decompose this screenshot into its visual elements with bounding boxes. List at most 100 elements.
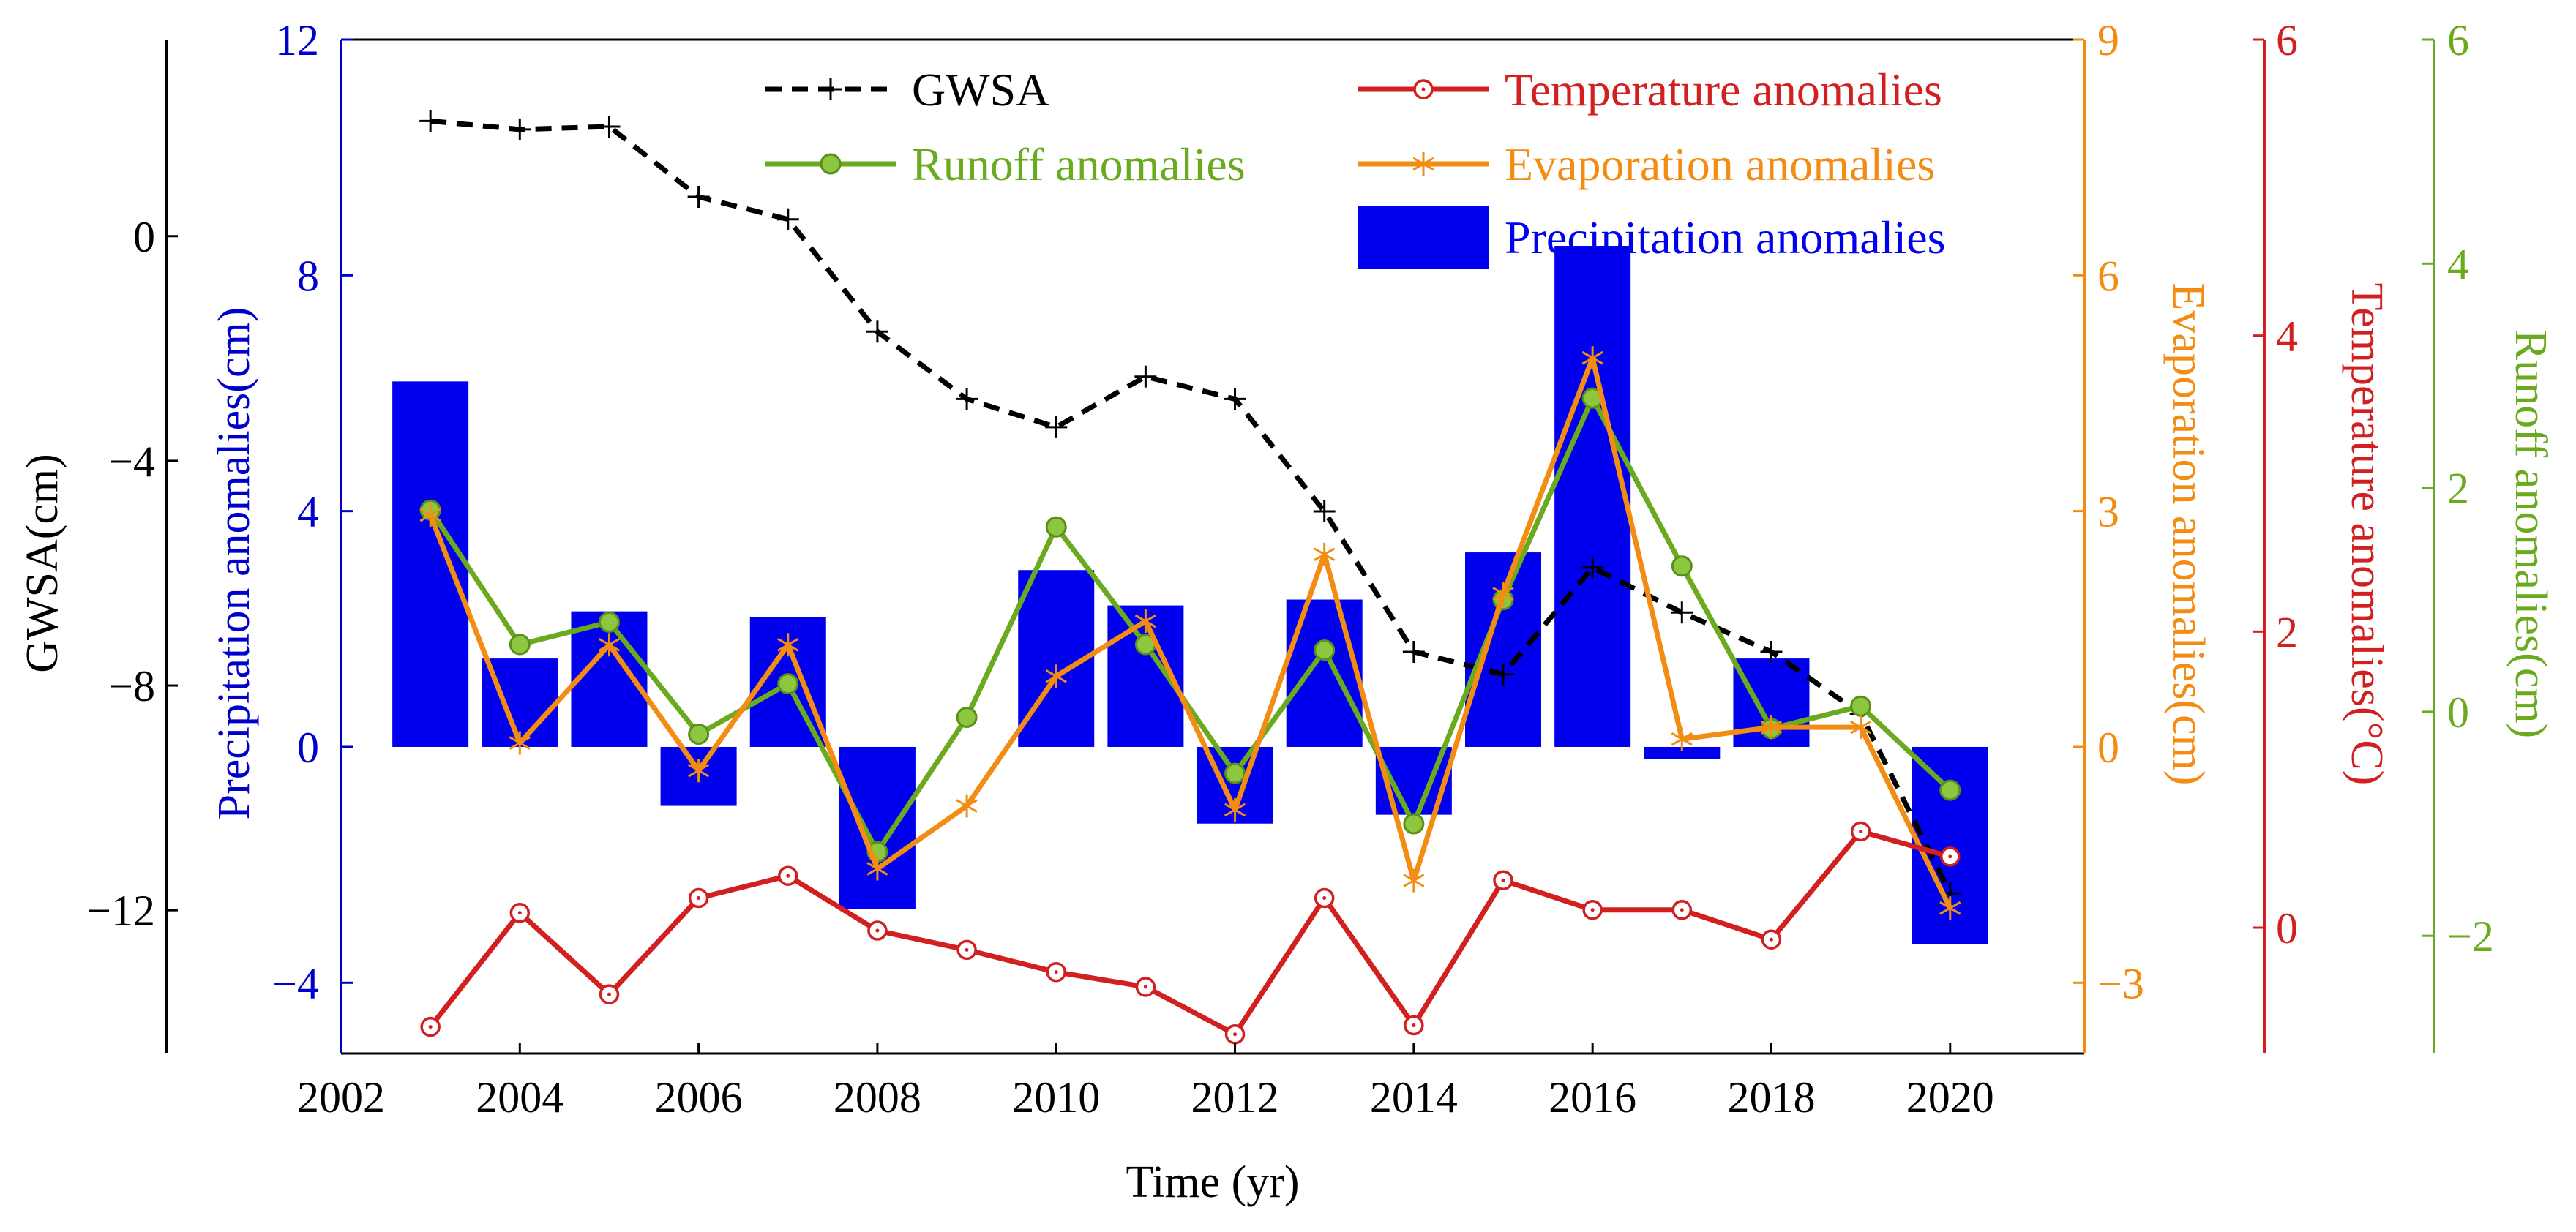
temperature-anomalies-point-2010-center — [1054, 970, 1058, 974]
runoff-anomalies-series — [419, 387, 1961, 863]
runoff-anomalies-point-2017 — [1671, 555, 1693, 577]
temp-tick-label-0: 6 — [2276, 16, 2298, 64]
precip-bar-2016 — [1554, 246, 1631, 747]
legend-marker-runoff-anomalies — [820, 153, 842, 175]
legend: GWSA Temperature anomalies Runoff anomalie… — [765, 64, 1946, 269]
evap-tick-label-4: −3 — [2097, 959, 2144, 1007]
legend-item-temperature-anomalies: Temperature anomalies — [1358, 64, 1942, 116]
x-tick-label-2016: 2016 — [1549, 1073, 1636, 1122]
evaporation-anomalies-point-2003 — [419, 503, 441, 527]
legend-marker-gwsa — [820, 78, 842, 100]
precip-tick-label-4: −4 — [272, 959, 319, 1007]
legend-marker-evaporation-anomalies — [1412, 152, 1434, 176]
evaporation-anomalies-point-2009-arm — [956, 799, 978, 813]
evap-tick-label-2: 3 — [2097, 488, 2119, 536]
evaporation-anomalies-point-2017-arm — [1671, 732, 1693, 746]
evaporation-anomalies-point-2016 — [1581, 346, 1603, 370]
evaporation-anomalies-point-2006 — [688, 759, 710, 783]
gwsa-point-2012 — [1224, 388, 1246, 410]
runoff-anomalies-point-2007 — [777, 673, 799, 695]
x-tick-label-2006: 2006 — [655, 1073, 743, 1122]
x-tick-label-2014: 2014 — [1370, 1073, 1458, 1122]
evaporation-anomalies-point-2019 — [1850, 715, 1872, 740]
runoff-anomalies-point-2014 — [1403, 813, 1425, 835]
precip-bar-2003 — [392, 381, 469, 747]
evaporation-anomalies-line — [427, 355, 1952, 909]
evaporation-anomalies-point-2020-arm — [1939, 901, 1961, 915]
axes: 2002 2004 2006 2008 2010 2012 2014 2016 2018 2020… — [18, 16, 2556, 1207]
legend-item-gwsa: GWSA — [765, 64, 1049, 116]
legend-item-runoff-anomalies: Runoff anomalies — [765, 138, 1246, 190]
temperature-anomalies-point-2006-center — [697, 896, 701, 901]
runoff-anomalies-line — [428, 395, 1952, 854]
temperature-anomalies-point-2018-center — [1769, 937, 1773, 942]
evaporation-anomalies-point-2017 — [1671, 727, 1693, 751]
runoff-tick-label-2: 2 — [2447, 465, 2469, 513]
temperature-anomalies-point-2019-center — [1859, 829, 1863, 833]
evaporation-anomalies-point-2011-arm — [1134, 614, 1156, 628]
x-tick-label-2020: 2020 — [1906, 1073, 1994, 1122]
evaporation-anomalies-point-2005 — [598, 633, 621, 657]
temperature-anomalies-point-2009-center — [965, 947, 969, 952]
runoff-anomalies-point-2012 — [1224, 762, 1246, 784]
temperature-anomalies-point-2015-center — [1501, 878, 1505, 882]
evaporation-anomalies-point-2007-arm — [777, 638, 799, 652]
temperature-anomalies-point-2013-center — [1322, 896, 1327, 901]
temp-tick-label-2: 2 — [2276, 608, 2298, 656]
precipitation-bars — [392, 246, 1988, 944]
evaporation-anomalies-point-2009 — [956, 794, 978, 818]
gwsa-point-2011 — [1134, 365, 1157, 388]
evaporation-anomalies-series — [419, 346, 1961, 920]
runoff-anomalies-point-2020 — [1939, 779, 1961, 801]
evaporation-anomalies-point-2008-arm — [866, 862, 888, 876]
legend-label-temperature-anomalies: Temperature anomalies — [1505, 64, 1942, 116]
temperature-anomalies-point-2008-center — [875, 928, 880, 933]
evaporation-anomalies-point-2003-arm — [419, 508, 441, 522]
precip-bar-2013 — [1286, 599, 1363, 747]
precip-bar-2015 — [1465, 552, 1541, 747]
precip-bar-2017 — [1644, 746, 1721, 759]
gwsa-point-2010 — [1045, 416, 1068, 438]
evaporation-anomalies-point-2018 — [1760, 715, 1783, 740]
temperature-anomalies-point-2007-center — [786, 874, 790, 878]
runoff-anomalies-point-2004 — [509, 634, 531, 656]
gwsa-line — [430, 118, 1952, 895]
gwsa-tick-label-3: −12 — [86, 887, 155, 935]
runoff-anomalies-point-2013 — [1314, 639, 1336, 661]
gwsa-point-2003 — [419, 110, 442, 132]
evaporation-anomalies-point-2014 — [1403, 868, 1425, 893]
runoff-anomalies-point-2006 — [688, 724, 710, 745]
temp-tick-label-3: 0 — [2276, 904, 2298, 953]
runoff-tick-label-4: −2 — [2447, 912, 2494, 961]
evaporation-anomalies-point-2019-arm — [1850, 720, 1872, 735]
gwsa-point-2013 — [1313, 500, 1336, 523]
gwsa-tick-label-0: 0 — [133, 213, 155, 261]
evaporation-anomalies-point-2020 — [1939, 896, 1961, 920]
evaporation-anomalies-point-2012 — [1224, 797, 1246, 822]
gwsa-point-2015 — [1492, 663, 1514, 686]
x-tick-label-2008: 2008 — [834, 1073, 921, 1122]
legend-swatch-precipitation-anomalies — [1358, 206, 1489, 269]
gwsa-point-2005 — [598, 116, 621, 138]
gwsa-axis-title: GWSA(cm) — [18, 454, 67, 673]
legend-label-precipitation-anomalies: Precipitation anomalies — [1505, 211, 1946, 263]
gwsa-point-2008 — [866, 320, 888, 343]
temperature-anomalies-point-2012-center — [1233, 1032, 1238, 1037]
gwsa-point-2004 — [509, 118, 531, 140]
evap-tick-label-3: 0 — [2097, 724, 2119, 772]
legend-label-evaporation-anomalies: Evaporation anomalies — [1505, 138, 1935, 190]
precip-bar-2008 — [839, 746, 916, 909]
gwsa-point-2018 — [1760, 640, 1783, 663]
precip-tick-label-3: 0 — [297, 724, 319, 772]
precip-axis-title: Precipitation anomalies(cm) — [209, 307, 259, 820]
temp-axis-title: Temperature anomalies(°C) — [2342, 283, 2392, 786]
evaporation-anomalies-point-2014-arm — [1403, 874, 1425, 887]
temperature-anomalies-point-2017-center — [1680, 908, 1684, 912]
x-axis-title: Time (yr) — [1126, 1157, 1299, 1207]
evaporation-anomalies-point-2011 — [1134, 609, 1156, 634]
gwsa-point-2006 — [687, 186, 710, 209]
evaporation-anomalies-point-2015 — [1492, 582, 1514, 606]
evaporation-anomalies-point-2010 — [1045, 664, 1067, 688]
temperature-anomalies-point-2011-center — [1143, 985, 1147, 989]
